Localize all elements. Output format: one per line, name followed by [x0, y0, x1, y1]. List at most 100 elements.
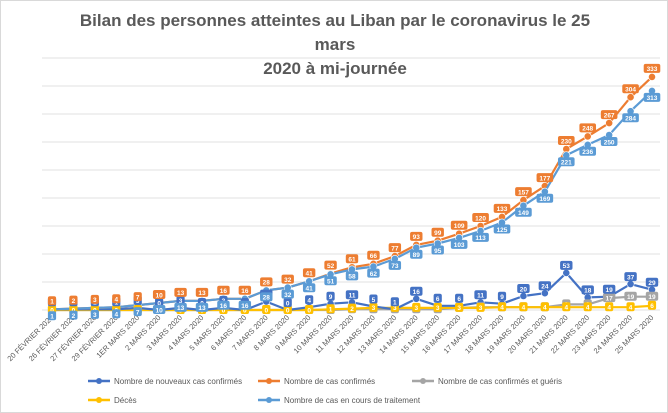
data-label: 1: [329, 307, 333, 314]
data-label-box: [624, 291, 637, 301]
data-label-box: [305, 305, 314, 314]
data-label-box: [305, 295, 314, 305]
data-label: 3: [479, 305, 483, 312]
data-label: 0: [286, 307, 290, 314]
data-label: 3: [414, 305, 418, 312]
legend-label: Nombre de nouveaux cas confirmés: [114, 377, 242, 386]
data-label-box: [47, 311, 57, 321]
legend-label: Nombre de cas confirmés: [284, 377, 375, 386]
data-label: 13: [198, 290, 206, 297]
data-label: 66: [370, 253, 378, 260]
data-label: 4: [564, 305, 568, 312]
data-label: 95: [434, 248, 442, 255]
data-label-box: [345, 254, 359, 264]
data-label: 2: [72, 313, 76, 320]
data-label-box: [455, 293, 464, 303]
legend-marker: [266, 378, 272, 384]
data-label: 11: [477, 293, 484, 300]
data-label: 17: [606, 295, 614, 302]
chart-title: Bilan des personnes atteintes au Liban p…: [61, 9, 609, 81]
data-label-box: [281, 289, 294, 299]
data-label-box: [602, 284, 616, 294]
data-label: 4: [114, 312, 118, 319]
data-label-box: [474, 290, 487, 300]
data-label-box: [390, 297, 399, 307]
data-label-box: [152, 305, 166, 314]
data-label-box: [538, 281, 552, 291]
data-label: 3: [93, 312, 97, 319]
data-label: 0: [264, 307, 268, 314]
data-label-box: [455, 302, 464, 312]
data-label: 1: [50, 299, 54, 306]
data-label: 0: [286, 300, 290, 307]
data-label: 16: [220, 303, 228, 310]
data-label-box: [133, 307, 142, 317]
data-label: 77: [391, 245, 399, 252]
data-point: [562, 268, 571, 277]
data-label-box: [112, 294, 121, 304]
data-label-box: [645, 291, 659, 301]
data-label-box: [497, 302, 507, 312]
data-label: 236: [582, 149, 593, 156]
data-label: 2: [350, 306, 354, 313]
data-label-box: [324, 260, 337, 270]
legend-marker: [96, 397, 102, 403]
legend-label: Nombre de cas confirmés et guéris: [438, 377, 562, 386]
data-label: 62: [370, 271, 378, 278]
data-label: 53: [563, 263, 571, 270]
data-label: 4: [543, 305, 547, 312]
data-label-box: [90, 309, 99, 319]
data-label-box: [281, 274, 294, 284]
data-label: 157: [518, 189, 529, 196]
data-label: 169: [539, 196, 550, 203]
data-label: 109: [454, 223, 465, 230]
data-label: 1: [50, 314, 54, 321]
data-label: 230: [561, 138, 572, 145]
data-label-box: [412, 302, 421, 312]
data-label: 3: [457, 305, 461, 312]
data-label-box: [643, 92, 661, 102]
data-label-box: [369, 302, 378, 312]
data-point: [626, 93, 635, 102]
data-label-box: [433, 293, 442, 303]
data-label: 0: [157, 300, 161, 307]
data-label: 9: [329, 294, 333, 301]
data-label-box: [324, 276, 337, 286]
data-label-box: [560, 260, 573, 270]
data-label-box: [433, 302, 442, 312]
data-label-box: [557, 157, 575, 167]
data-label: 4: [114, 297, 118, 304]
data-label-box: [497, 291, 507, 301]
data-label: 304: [625, 87, 636, 94]
data-label: 1: [393, 300, 397, 307]
data-label: 16: [241, 288, 249, 295]
data-label: 32: [284, 292, 292, 299]
data-label: 3: [93, 297, 97, 304]
data-label: 3: [136, 298, 140, 305]
data-label: 4: [586, 305, 590, 312]
data-label: 52: [327, 263, 335, 270]
data-label-box: [302, 268, 316, 278]
data-label-box: [69, 295, 78, 305]
data-label: 0: [222, 307, 226, 314]
data-label-box: [515, 207, 532, 217]
data-label-box: [217, 285, 230, 295]
data-label: 133: [497, 206, 508, 213]
data-label: 24: [541, 284, 549, 291]
data-label-box: [133, 292, 142, 302]
data-label-box: [410, 286, 423, 296]
data-label: 4: [522, 305, 526, 312]
data-label-box: [262, 305, 271, 314]
data-label-box: [622, 84, 639, 94]
data-point: [626, 280, 635, 288]
data-label-box: [624, 272, 637, 282]
data-label: 32: [284, 277, 292, 284]
data-label-box: [326, 304, 335, 314]
data-label-box: [519, 302, 528, 312]
data-label-box: [410, 249, 423, 259]
data-label: 0: [307, 307, 311, 314]
data-point: [540, 289, 549, 298]
data-label: 20: [520, 286, 528, 293]
